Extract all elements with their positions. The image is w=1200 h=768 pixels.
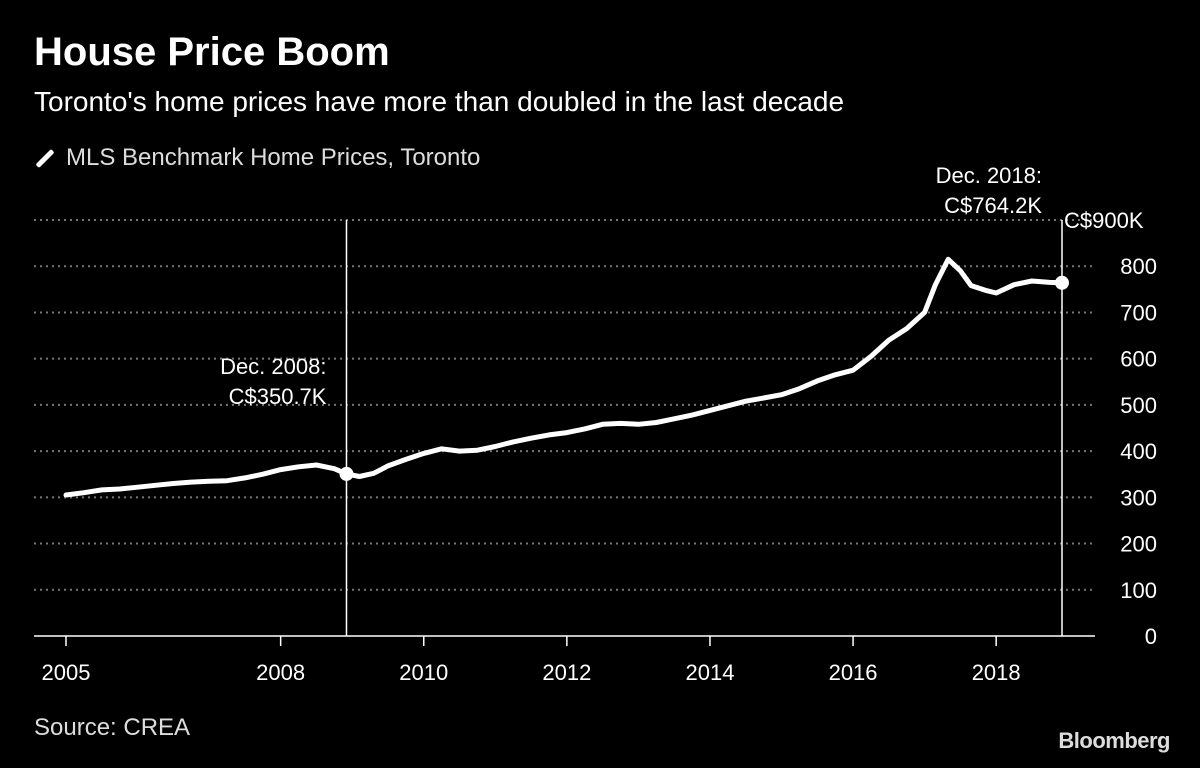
- chart-title: House Price Boom: [34, 30, 390, 74]
- chart-subtitle: Toronto's home prices have more than dou…: [34, 86, 845, 117]
- y-tick-label: 100: [1120, 578, 1157, 603]
- annotation-marker: [339, 466, 354, 481]
- annotation-label: C$350.7K: [229, 384, 327, 409]
- x-tick-label: 2018: [972, 660, 1021, 685]
- y-tick-label: 500: [1120, 393, 1157, 418]
- x-tick-label: 2010: [399, 660, 448, 685]
- x-tick-label: 2008: [256, 660, 305, 685]
- annotation-marker: [1055, 275, 1069, 290]
- y-tick-label: 300: [1120, 485, 1157, 510]
- y-tick-label: 400: [1120, 439, 1157, 464]
- annotation-label: Dec. 2018:: [936, 163, 1042, 188]
- source-note: Source: CREA: [34, 714, 191, 741]
- legend-label: MLS Benchmark Home Prices, Toronto: [66, 144, 481, 171]
- y-tick-label: 0: [1145, 624, 1157, 649]
- y-tick-label: 800: [1120, 254, 1157, 279]
- x-tick-label: 2005: [42, 660, 91, 685]
- y-tick-label: 700: [1120, 300, 1157, 325]
- series-line: [63, 256, 1065, 498]
- y-tick-label: 200: [1120, 532, 1157, 557]
- y-tick-label: C$900K: [1064, 208, 1144, 233]
- annotation-label: Dec. 2008:: [220, 354, 326, 379]
- annotation-label: C$764.2K: [944, 193, 1042, 218]
- legend: MLS Benchmark Home Prices, Toronto: [34, 146, 480, 170]
- x-tick-label: 2012: [542, 660, 591, 685]
- x-tick-label: 2014: [685, 660, 734, 685]
- y-tick-label: 600: [1120, 347, 1157, 372]
- x-tick-label: 2016: [829, 660, 878, 685]
- brand-logo: Bloomberg: [1058, 728, 1170, 753]
